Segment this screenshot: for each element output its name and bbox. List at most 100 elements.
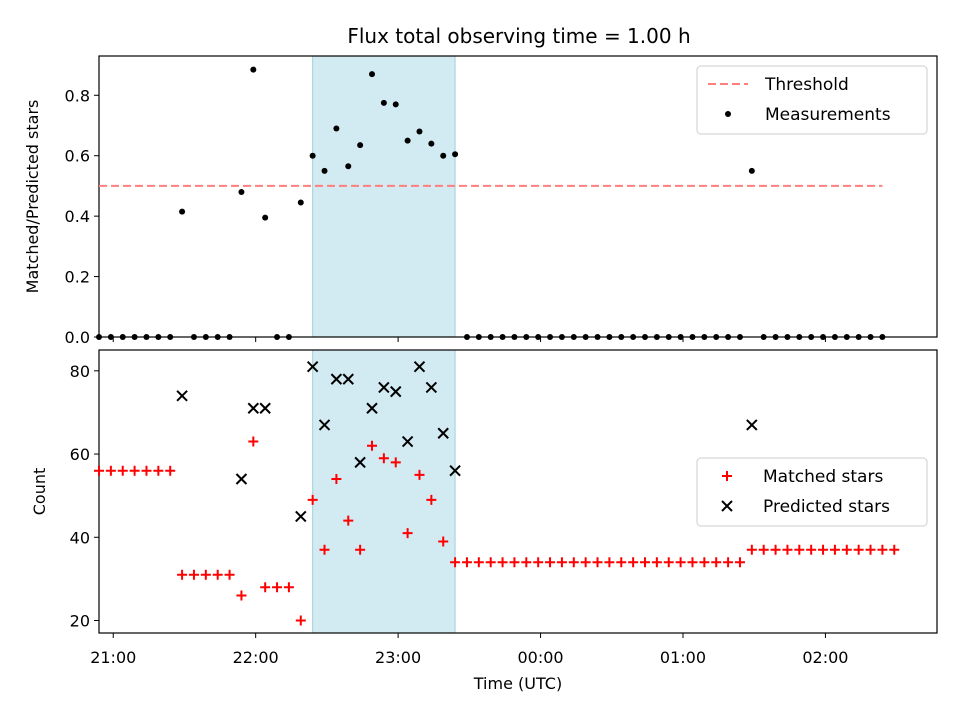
legend-measurement-label: Measurements [765,105,891,125]
legend-matched-swatch [722,471,732,481]
measurement-point [594,334,601,340]
matched-point [236,590,247,601]
predicted-point [425,381,438,394]
y-tick-label: 0.4 [65,207,90,226]
matched-point [758,544,769,555]
matched-point [414,469,425,480]
measurement-point [321,167,328,174]
bottom-panel: 20 40 60 80 21:00 22:00 23:00 00:00 01:00 02:00 Co… [30,349,938,693]
predicted-point [176,390,188,402]
predicted-point [378,381,390,394]
measurement-point [297,199,304,206]
measurement-point [855,334,862,340]
measurement-point [879,334,886,340]
measurement-point [131,334,138,340]
measurement-point [463,334,470,340]
matched-point [461,557,472,568]
x-tick-label: 02:00 [802,648,848,667]
predicted-point [247,402,260,414]
measurement-point [404,137,411,144]
matched-point [556,557,567,568]
matched-point [865,544,876,555]
measurement-point [226,334,233,340]
measurement-point [440,152,447,159]
measurement-point [558,334,565,340]
measurement-point [665,334,672,340]
matched-point [355,544,366,555]
measurement-point [285,334,292,340]
matched-point [117,465,128,476]
matched-point [283,582,294,593]
matched-point [723,557,734,568]
predicted-point [413,360,426,373]
measurement-point [499,334,506,340]
matched-point [450,557,461,568]
measurement-point [345,163,352,170]
legend-matched-label: Matched stars [763,467,883,487]
measurement-point [808,334,815,340]
measurement-point [736,334,743,340]
matched-point [782,544,793,555]
y-tick-label: 40 [70,528,90,547]
matched-point [663,557,674,568]
matched-point [224,569,235,580]
matched-point [829,544,840,555]
legend-threshold-label: Threshold [764,75,849,95]
matched-point [473,557,484,568]
measurement-point [725,334,732,340]
predicted-point [354,456,366,469]
measurement-point [380,99,387,106]
matched-point [818,544,829,555]
matched-point [604,557,615,568]
chart-title: Flux total observing time = 1.00 h [347,24,690,48]
matched-point [177,569,188,580]
matched-point [426,494,437,505]
predicted-point [330,373,343,385]
measurement-point [214,334,221,340]
measurement-point [96,334,102,340]
matched-point [188,569,199,580]
measurement-point [333,125,340,132]
highlight-span [312,349,456,634]
measurement-point [309,152,316,159]
measurement-point [784,334,791,340]
y-axis-label: Count [30,468,49,516]
legend: Threshold Measurements [696,65,928,135]
measurement-point [570,334,577,340]
matched-point [640,557,651,568]
measurement-point [155,334,162,340]
measurement-point [642,334,649,340]
x-tick-label: 23:00 [375,648,421,667]
measurement-point [713,334,720,340]
measurement-point [796,334,803,340]
measurement-point [606,334,613,340]
matched-point [343,515,354,526]
matched-point [402,528,413,539]
measurement-point [369,71,376,78]
matched-point [616,557,627,568]
y-tick-label: 0.2 [65,268,90,287]
matched-point [734,557,745,568]
measurement-point [701,334,708,340]
x-axis-label: Time (UTC) [473,674,562,693]
x-tick-label: 21:00 [90,648,136,667]
measurement-point [475,334,482,340]
measurement-point [523,334,530,340]
matched-point [438,536,449,547]
y-tick-label: 0.6 [65,147,90,166]
measurement-point [416,128,423,135]
measurement-point [535,334,542,340]
measurement-point [582,334,589,340]
predicted-point [306,360,319,373]
predicted-point [390,385,402,398]
predicted-point [318,419,331,431]
predicted-point [401,435,414,448]
measurement-point [653,334,660,340]
measurement-point [487,334,494,340]
legend: Matched stars Predicted stars [696,457,928,527]
legend-predicted-label: Predicted stars [763,497,890,517]
y-tick-label: 60 [70,445,90,464]
measurement-point [689,334,696,340]
measurement-point [511,334,518,340]
